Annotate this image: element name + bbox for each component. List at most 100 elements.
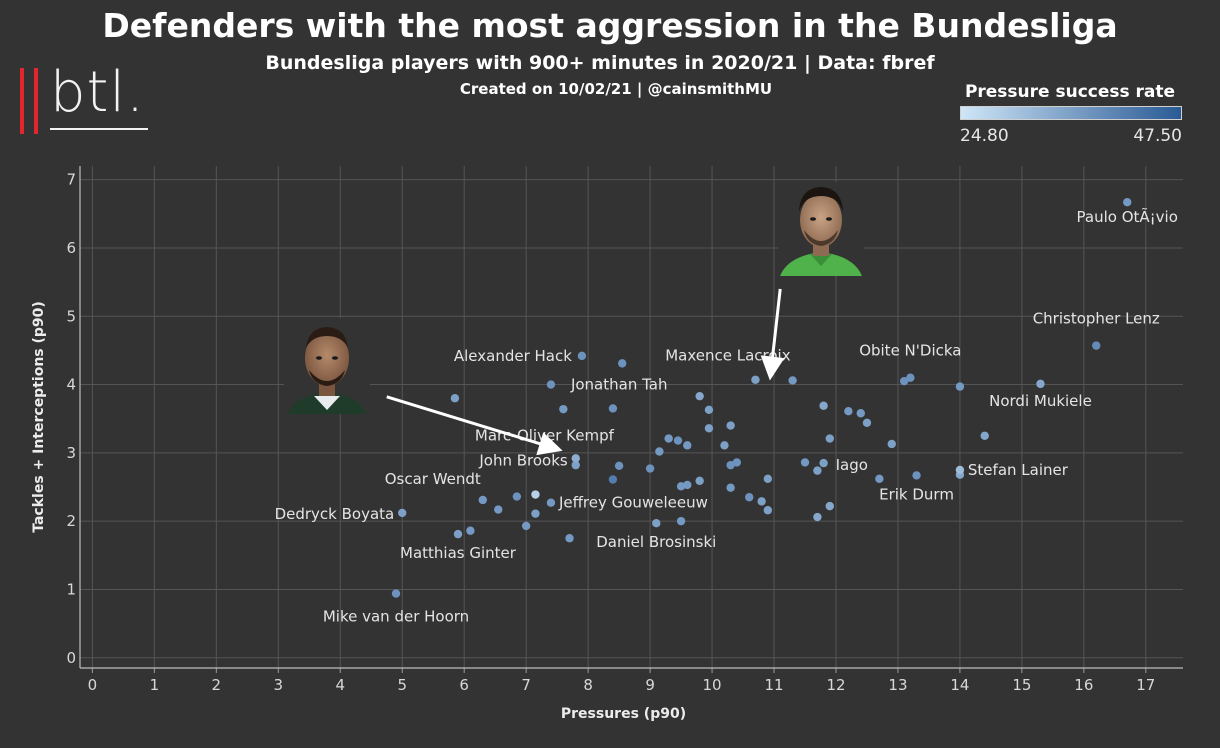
x-tick-label: 16 — [1074, 676, 1093, 694]
callout-arrow — [386, 395, 563, 456]
legend-min-label: 24.80 — [960, 126, 1009, 146]
data-point-labeled — [788, 376, 797, 385]
data-point — [618, 359, 627, 368]
x-tick-label: 2 — [212, 676, 222, 694]
data-point — [980, 431, 989, 440]
data-point-labeled — [453, 529, 463, 539]
data-point — [512, 492, 522, 501]
data-point — [571, 460, 580, 470]
point-label: Obite N'Dicka — [859, 342, 961, 360]
data-point — [825, 434, 834, 443]
point-label: Christopher Lenz — [1033, 310, 1160, 328]
point-label: Mike van der Hoorn — [323, 608, 469, 626]
point-label: Iago — [836, 456, 868, 474]
data-point — [614, 461, 624, 471]
callout-arrow — [760, 288, 785, 381]
x-tick-label: 7 — [521, 676, 531, 694]
axes-layer: 0 1 2 3 4 5 6 7 8 9 10 11 12 13 14 15 16 1701234567Pressu… — [31, 166, 1183, 722]
data-point — [726, 421, 735, 430]
x-tick-label: 4 — [335, 676, 345, 694]
y-axis-label: Tackles + Interceptions (p90) — [31, 301, 47, 533]
point-label: Maxence Lacroix — [665, 346, 791, 364]
data-point — [695, 391, 704, 401]
data-point — [695, 476, 704, 486]
data-point — [751, 375, 760, 384]
data-point — [531, 509, 540, 518]
data-point-labeled — [546, 498, 556, 507]
data-point-labeled — [391, 589, 401, 598]
data-point — [862, 418, 872, 428]
data-point-labeled — [577, 351, 587, 361]
data-point — [800, 458, 810, 467]
x-tick-label: 1 — [150, 676, 160, 694]
legend-gradient — [960, 106, 1182, 120]
point-label: Erik Durm — [879, 485, 954, 503]
data-point — [704, 424, 714, 433]
y-tick-label: 7 — [66, 171, 76, 189]
data-point — [757, 497, 766, 506]
data-point — [655, 447, 664, 456]
y-tick-label: 1 — [66, 580, 76, 598]
data-point-labeled — [906, 373, 915, 382]
point-label: Nordi Mukiele — [989, 392, 1092, 410]
data-point — [813, 466, 822, 475]
arrows-layer — [386, 288, 785, 456]
y-tick-label: 2 — [66, 512, 76, 530]
point-label: Paulo OtÃ¡vio — [1077, 207, 1178, 226]
x-tick-label: 0 — [88, 676, 98, 694]
data-point — [732, 458, 742, 467]
data-point — [673, 436, 683, 445]
x-tick-label: 9 — [645, 676, 655, 694]
point-label: Daniel Brosinski — [596, 533, 716, 551]
data-point — [494, 505, 503, 514]
data-point — [844, 406, 853, 416]
x-tick-label: 3 — [274, 676, 284, 694]
logo-text: btl. — [50, 60, 145, 125]
point-label: Jeffrey Gouweleeuw — [558, 494, 708, 512]
point-label: Alexander Hack — [454, 347, 572, 365]
data-point — [450, 394, 460, 403]
data-point-labeled — [546, 380, 556, 389]
x-tick-label: 15 — [1012, 676, 1031, 694]
x-tick-label: 6 — [459, 676, 469, 694]
logo-underline — [50, 128, 148, 130]
point-label: John Brooks — [478, 451, 568, 469]
data-point-labeled — [398, 508, 407, 518]
point-label: Stefan Lainer — [968, 461, 1069, 479]
data-point-labeled — [571, 454, 580, 463]
data-point-labeled — [608, 404, 618, 413]
data-point — [683, 441, 692, 450]
data-point — [819, 401, 828, 410]
data-point — [745, 493, 754, 502]
data-point — [608, 475, 618, 484]
color-legend: Pressure success rate 24.80 47.50 — [956, 82, 1184, 150]
data-point — [466, 526, 475, 535]
data-point-labeled — [652, 519, 661, 528]
x-tick-label: 5 — [397, 676, 407, 694]
maxence-lacroix-photo — [778, 182, 864, 276]
chart-title: Defenders with the most aggression in th… — [102, 6, 1118, 45]
y-tick-label: 0 — [66, 649, 76, 667]
data-point — [887, 439, 896, 449]
data-point — [825, 501, 834, 511]
data-point — [559, 404, 568, 414]
data-point-labeled — [912, 471, 921, 480]
x-tick-label: 11 — [764, 676, 783, 694]
data-point — [763, 506, 773, 515]
point-label: Oscar Wendt — [385, 470, 481, 488]
legend-max-label: 47.50 — [1133, 126, 1182, 146]
data-point — [875, 474, 884, 484]
data-point — [521, 521, 531, 531]
data-point — [720, 441, 729, 450]
x-tick-label: 10 — [703, 676, 722, 694]
data-point — [813, 512, 822, 522]
chart-credit: Created on 10/02/21 | @cainsmithMU — [459, 80, 773, 98]
data-point-labeled — [1036, 379, 1045, 389]
logo-red-bar-right — [34, 68, 38, 134]
data-point — [683, 480, 692, 490]
points-layer — [391, 197, 1132, 598]
data-point — [531, 490, 540, 499]
point-label: Matthias Ginter — [400, 544, 517, 562]
data-point — [676, 516, 686, 526]
